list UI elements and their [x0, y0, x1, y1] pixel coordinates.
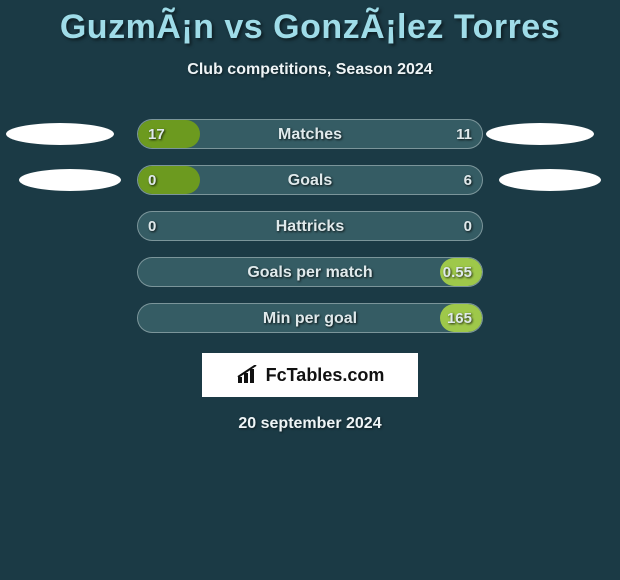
stat-label: Matches	[138, 120, 482, 149]
branding-box: FcTables.com	[202, 353, 418, 397]
player-avatar-right	[486, 123, 594, 145]
stat-row: Min per goal165	[0, 303, 620, 333]
footer-date: 20 september 2024	[0, 415, 620, 433]
stat-label: Goals per match	[138, 258, 482, 287]
stat-bar: Min per goal165	[137, 303, 483, 333]
player-avatar-left	[6, 123, 114, 145]
stat-bar: Goals per match0.55	[137, 257, 483, 287]
stat-row: Goals per match0.55	[0, 257, 620, 287]
branding-text: FcTables.com	[266, 365, 385, 386]
stat-rows: 17Matches110Goals60Hattricks0Goals per m…	[0, 119, 620, 333]
comparison-card: GuzmÃ¡n vs GonzÃ¡lez Torres Club competi…	[0, 8, 620, 433]
stat-label: Hattricks	[138, 212, 482, 241]
stat-label: Goals	[138, 166, 482, 195]
page-subtitle: Club competitions, Season 2024	[0, 61, 620, 79]
stat-row: 17Matches11	[0, 119, 620, 149]
stat-bar: 17Matches11	[137, 119, 483, 149]
branding-bars-icon	[236, 365, 260, 385]
stat-label: Min per goal	[138, 304, 482, 333]
stat-value-p2: 0	[464, 212, 472, 241]
stat-row: 0Hattricks0	[0, 211, 620, 241]
stat-bar: 0Hattricks0	[137, 211, 483, 241]
stat-bar: 0Goals6	[137, 165, 483, 195]
player-avatar-right	[499, 169, 601, 191]
stat-value-p2: 6	[464, 166, 472, 195]
player-avatar-left	[19, 169, 121, 191]
page-title: GuzmÃ¡n vs GonzÃ¡lez Torres	[0, 8, 620, 47]
stat-value-p2: 0.55	[443, 258, 472, 287]
stat-row: 0Goals6	[0, 165, 620, 195]
stat-value-p2: 11	[456, 120, 472, 149]
stat-value-p2: 165	[447, 304, 472, 333]
